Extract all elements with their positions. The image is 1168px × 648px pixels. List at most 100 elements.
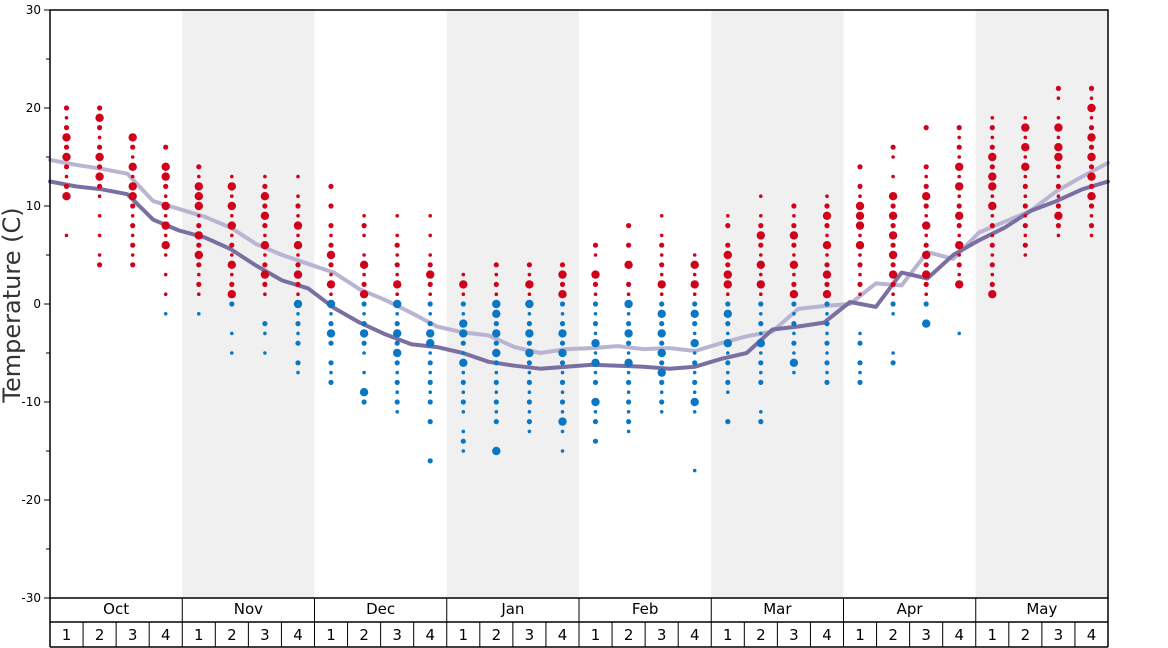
data-point <box>957 331 961 336</box>
data-point <box>692 410 697 414</box>
data-point <box>791 301 797 307</box>
data-point <box>624 299 633 309</box>
data-point <box>460 301 466 307</box>
data-point <box>296 214 300 218</box>
data-point <box>1055 203 1061 209</box>
data-point <box>196 262 202 268</box>
data-point <box>759 410 763 414</box>
data-point <box>326 329 336 338</box>
data-point <box>857 262 863 268</box>
data-point <box>822 270 832 279</box>
data-point <box>990 116 995 120</box>
data-point <box>756 280 765 289</box>
data-point <box>726 351 730 355</box>
month-label: Mar <box>763 600 792 618</box>
data-point <box>194 192 203 201</box>
data-point <box>990 214 995 218</box>
month-label: May <box>1026 600 1057 618</box>
week-label: 2 <box>227 626 237 644</box>
data-point <box>395 410 400 414</box>
data-point <box>824 360 830 366</box>
data-point <box>957 135 961 140</box>
data-point <box>558 417 567 426</box>
week-label: 4 <box>293 626 303 644</box>
data-point <box>493 321 499 327</box>
data-point <box>527 312 532 316</box>
data-point <box>361 301 367 307</box>
data-point <box>857 183 863 189</box>
data-point <box>888 231 898 240</box>
data-point <box>295 360 301 366</box>
data-point <box>527 272 532 277</box>
data-point <box>591 358 600 367</box>
data-point <box>161 172 170 181</box>
data-point <box>1089 214 1094 218</box>
data-point <box>759 312 763 316</box>
data-point <box>558 329 567 338</box>
data-point <box>626 242 632 248</box>
data-point <box>923 125 929 131</box>
week-label: 1 <box>194 626 204 644</box>
data-point <box>197 292 201 297</box>
y-tick-label: 0 <box>33 297 41 311</box>
data-point <box>956 144 962 150</box>
data-point <box>692 360 698 366</box>
y-tick-label: -20 <box>21 493 41 507</box>
data-point <box>593 292 598 297</box>
week-label: 1 <box>591 626 601 644</box>
data-point <box>394 340 400 346</box>
data-point <box>461 292 466 297</box>
data-point <box>1088 125 1095 131</box>
data-point <box>890 281 896 287</box>
data-point <box>791 223 797 229</box>
data-point <box>393 299 402 309</box>
data-point <box>163 214 168 218</box>
data-point <box>328 379 334 385</box>
data-point <box>659 242 665 248</box>
data-point <box>725 262 731 268</box>
data-point <box>1087 133 1096 142</box>
data-point <box>988 201 997 211</box>
data-point <box>527 390 532 395</box>
data-point <box>229 301 235 307</box>
data-point <box>726 214 730 218</box>
data-point <box>624 358 633 367</box>
data-point <box>493 419 499 425</box>
data-point <box>64 174 69 179</box>
data-point <box>1056 233 1061 238</box>
data-point <box>428 312 433 316</box>
data-point <box>692 390 697 395</box>
data-point <box>493 360 499 366</box>
data-point <box>1054 123 1063 132</box>
data-point <box>626 370 631 375</box>
data-point <box>194 250 203 260</box>
data-point <box>161 241 170 250</box>
week-label: 4 <box>425 626 435 644</box>
data-point <box>922 192 931 201</box>
data-point <box>725 419 731 425</box>
data-point <box>427 419 433 425</box>
data-point <box>723 309 732 318</box>
data-point <box>427 262 433 268</box>
data-point <box>1056 194 1061 198</box>
data-point <box>197 272 201 277</box>
data-point <box>461 312 466 316</box>
data-point <box>558 348 567 358</box>
data-point <box>393 280 402 289</box>
data-point <box>957 233 961 238</box>
data-point <box>657 309 666 318</box>
data-point <box>428 351 433 355</box>
data-point <box>592 379 599 385</box>
data-point <box>1088 223 1095 229</box>
data-point <box>690 397 699 407</box>
month-label: Oct <box>103 600 129 618</box>
data-point <box>526 321 533 327</box>
data-point <box>1087 103 1096 113</box>
data-point <box>593 253 598 257</box>
data-point <box>296 331 300 336</box>
data-point <box>890 242 896 248</box>
data-point <box>692 351 697 355</box>
data-point <box>296 312 300 316</box>
data-point <box>427 301 433 307</box>
data-point <box>395 390 400 395</box>
